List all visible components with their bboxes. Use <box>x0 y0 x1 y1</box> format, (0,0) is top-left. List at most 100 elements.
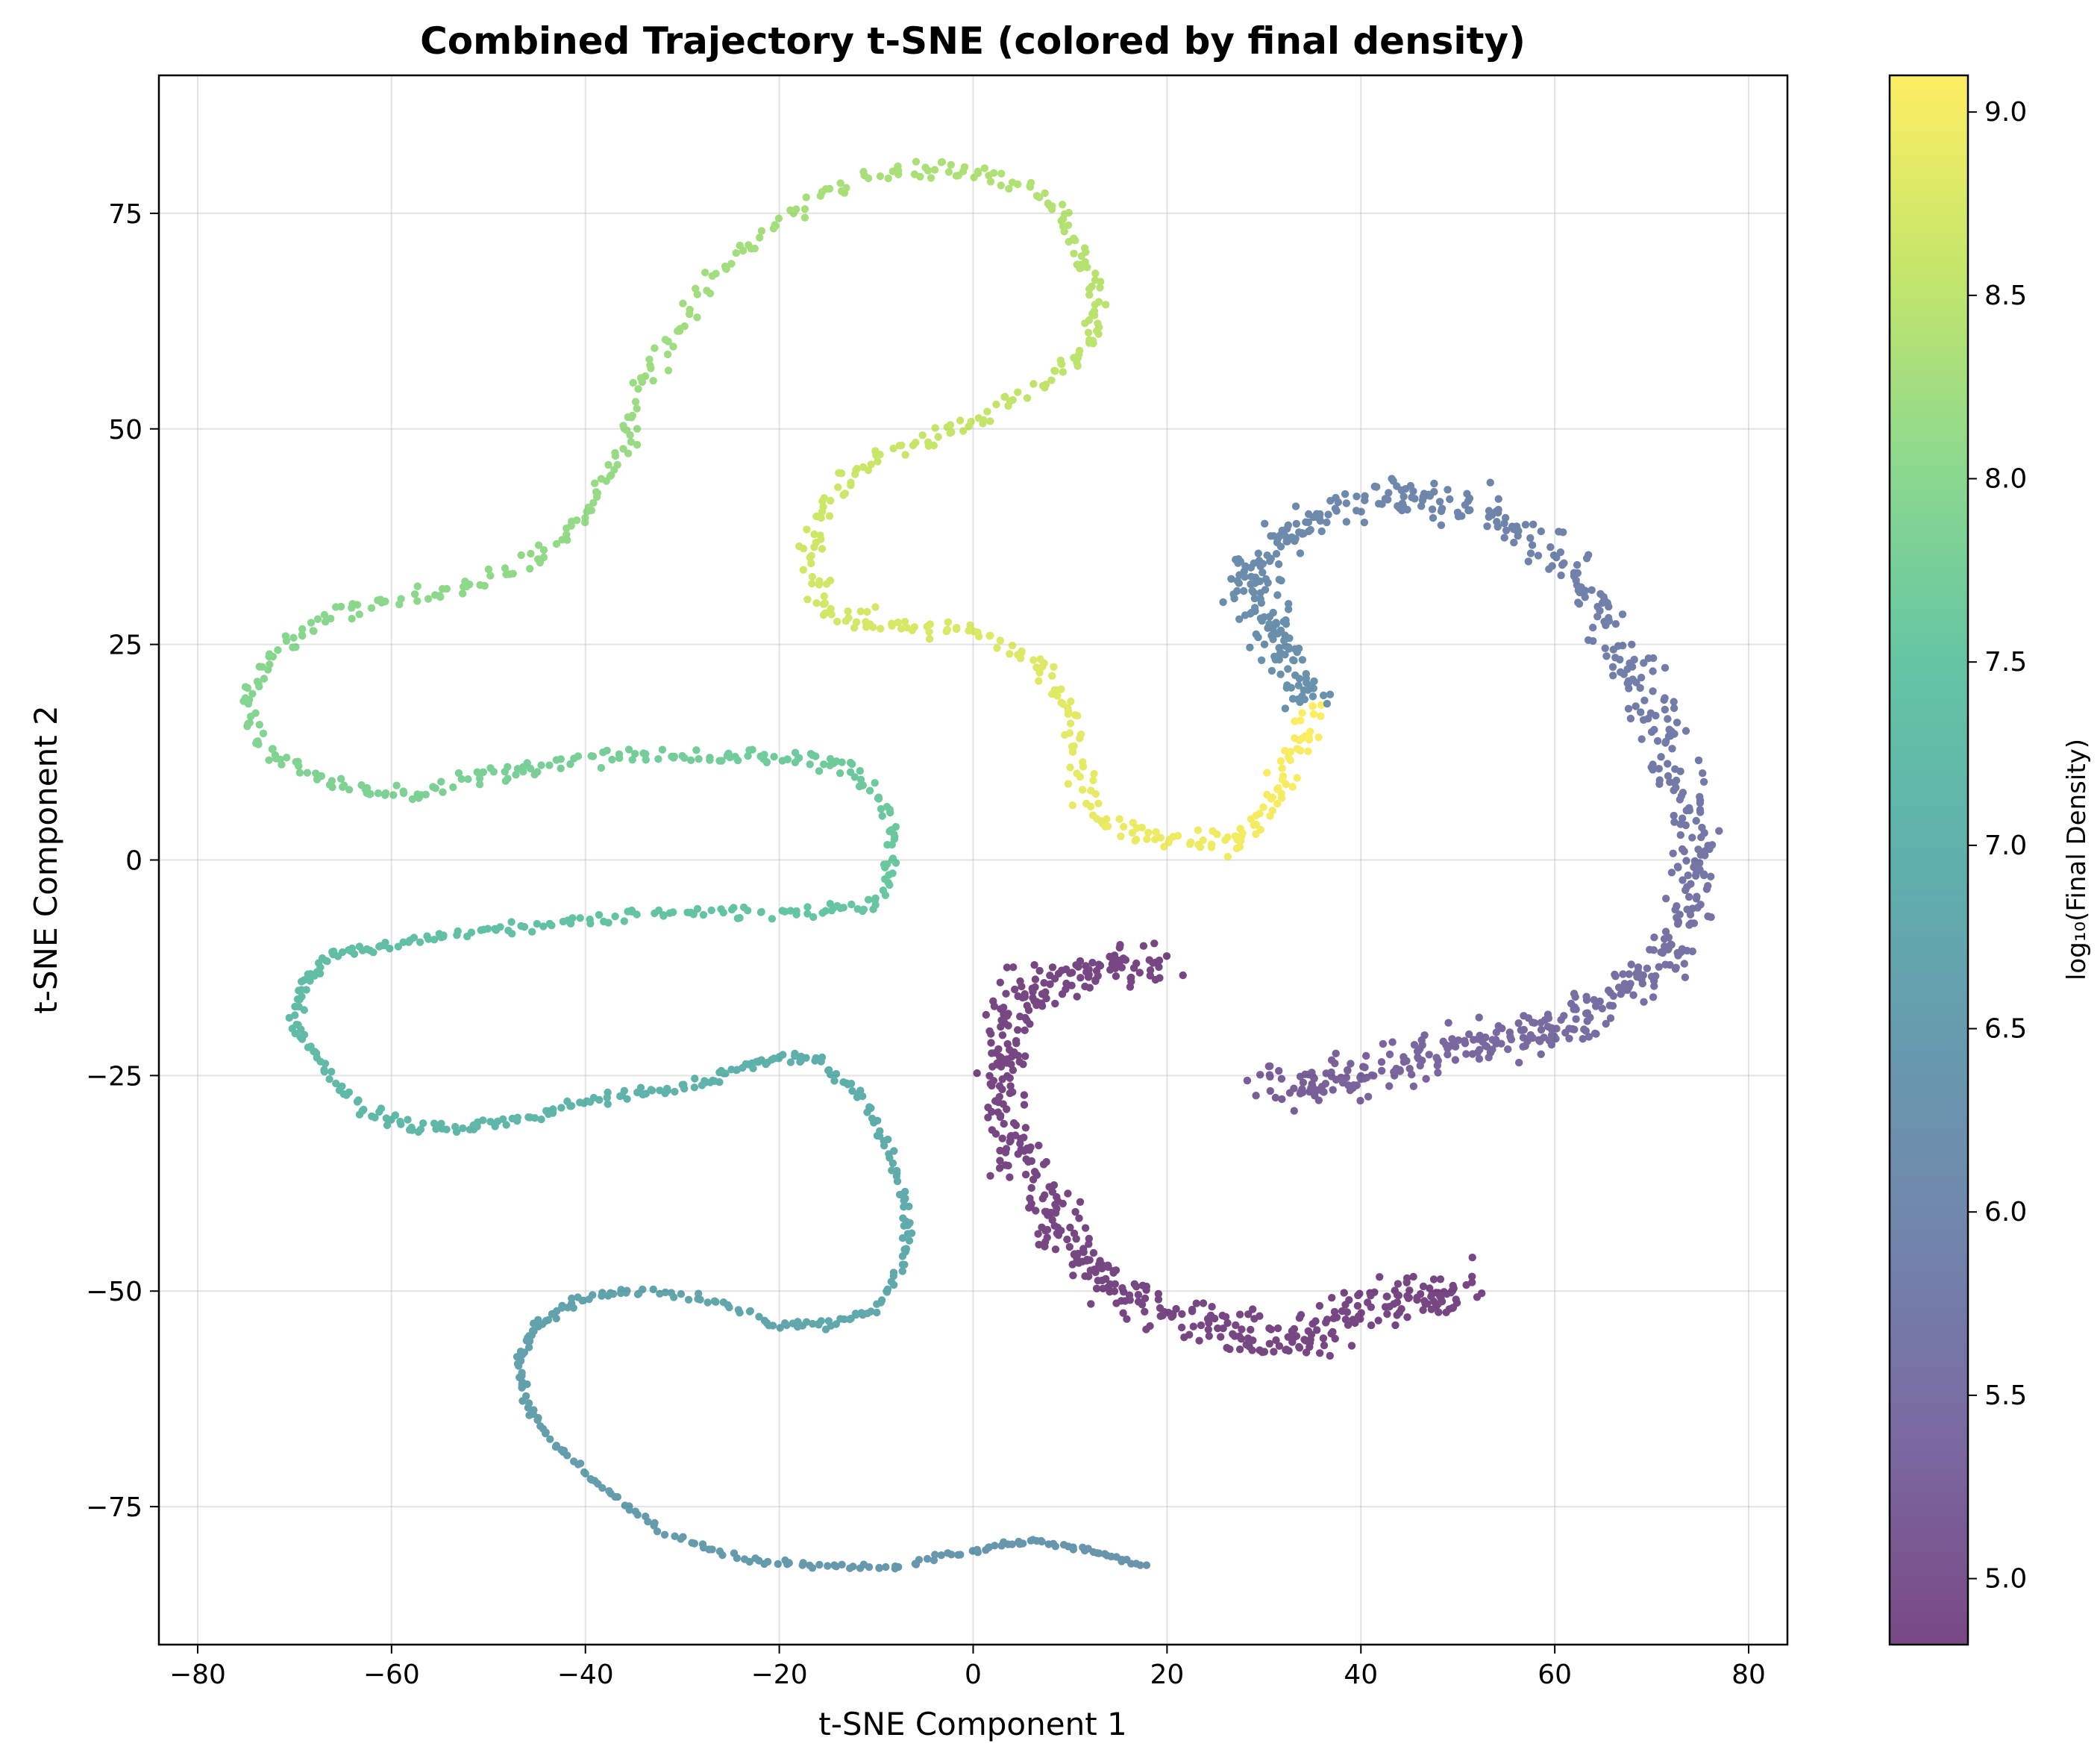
data-point <box>1341 1316 1350 1324</box>
data-point <box>1059 215 1068 223</box>
data-point <box>954 1551 962 1559</box>
data-point <box>607 471 615 479</box>
data-point <box>923 1554 932 1563</box>
data-point <box>295 986 303 995</box>
x-tick-label: −60 <box>363 1660 420 1690</box>
data-point <box>1478 1289 1486 1298</box>
data-point <box>369 948 377 957</box>
data-point <box>1667 940 1676 949</box>
data-point <box>909 441 918 450</box>
data-point <box>1085 1240 1093 1248</box>
data-point <box>1676 910 1684 919</box>
data-point <box>394 942 402 951</box>
data-point <box>677 1290 686 1298</box>
data-point <box>417 791 425 799</box>
data-point <box>863 607 871 616</box>
data-point <box>835 469 843 477</box>
data-point <box>1599 592 1608 601</box>
data-point <box>901 1194 909 1203</box>
data-point <box>1692 816 1700 825</box>
data-point <box>1048 1188 1057 1196</box>
data-point <box>454 769 463 778</box>
data-point <box>1419 1306 1427 1314</box>
data-point <box>1327 1056 1336 1064</box>
data-point <box>1370 482 1379 491</box>
data-point <box>836 179 844 187</box>
data-point <box>1232 1321 1240 1330</box>
data-point <box>965 422 973 431</box>
data-point <box>844 613 853 622</box>
data-point <box>332 1079 340 1088</box>
data-point <box>1413 1293 1421 1302</box>
data-point <box>1323 699 1332 708</box>
data-point <box>1000 392 1009 401</box>
data-point <box>1084 328 1093 337</box>
data-point <box>353 601 362 609</box>
data-point <box>1154 1289 1163 1298</box>
data-point <box>295 995 304 1004</box>
data-point <box>771 221 779 229</box>
data-point <box>1087 1300 1095 1308</box>
data-point <box>509 569 517 578</box>
data-point <box>867 460 875 469</box>
data-point <box>1092 966 1101 975</box>
data-point <box>570 754 578 763</box>
data-point <box>656 1086 664 1095</box>
data-point <box>1091 1268 1100 1277</box>
data-point <box>1582 1027 1590 1035</box>
data-point <box>1291 502 1300 510</box>
data-point <box>454 927 462 936</box>
data-point <box>910 623 919 631</box>
data-point <box>974 167 982 175</box>
data-point <box>1537 527 1545 536</box>
data-point <box>566 1102 574 1110</box>
y-axis-label: t-SNE Component 2 <box>28 705 64 1014</box>
data-point <box>449 783 457 792</box>
data-point <box>1187 838 1195 846</box>
data-point <box>1644 714 1652 723</box>
data-point <box>755 1313 763 1321</box>
data-point <box>1061 731 1069 739</box>
data-point <box>797 1057 805 1065</box>
data-point <box>1377 1058 1386 1066</box>
data-point <box>1259 560 1267 568</box>
data-point <box>1217 1333 1225 1341</box>
data-point <box>841 490 850 498</box>
data-point <box>812 599 821 607</box>
data-point <box>818 497 827 505</box>
data-point <box>677 1535 685 1543</box>
data-point <box>1141 1294 1150 1303</box>
data-point <box>1655 765 1663 773</box>
data-point <box>576 1098 584 1107</box>
data-point <box>1096 278 1105 286</box>
data-point <box>1378 1066 1386 1075</box>
data-point <box>944 618 953 626</box>
data-point <box>1266 1062 1274 1071</box>
data-point <box>1420 1297 1429 1305</box>
data-point <box>1132 824 1141 832</box>
data-point <box>583 1097 591 1105</box>
data-point <box>1178 1310 1186 1319</box>
data-point <box>1029 1175 1038 1184</box>
data-point <box>1036 655 1044 663</box>
data-point <box>1383 1310 1391 1319</box>
data-point <box>898 1234 907 1242</box>
data-point <box>1430 479 1438 488</box>
data-point <box>508 1114 516 1123</box>
data-point <box>947 160 956 169</box>
data-point <box>993 1059 1001 1068</box>
data-point <box>815 767 824 775</box>
data-point <box>546 1435 554 1443</box>
data-point <box>1032 1207 1040 1215</box>
data-point <box>889 1269 898 1277</box>
data-point <box>1227 575 1235 583</box>
data-point <box>808 579 816 588</box>
data-point <box>318 954 327 963</box>
data-point <box>1009 1119 1018 1127</box>
data-point <box>715 1078 724 1086</box>
data-point <box>1596 997 1604 1006</box>
data-point <box>1584 636 1593 644</box>
data-point <box>791 758 800 766</box>
data-point <box>1293 774 1301 782</box>
data-point <box>628 756 636 764</box>
